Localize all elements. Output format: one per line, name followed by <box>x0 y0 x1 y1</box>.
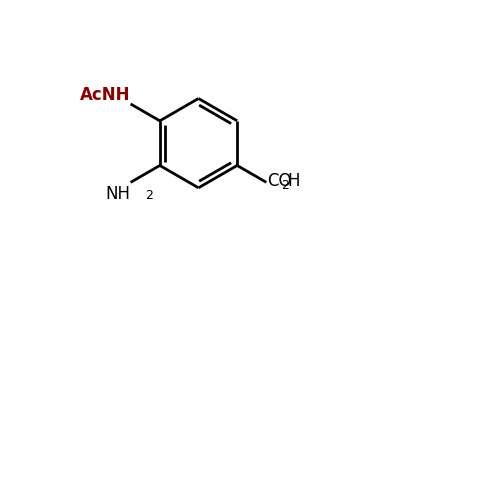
Text: 2: 2 <box>282 179 289 192</box>
Text: CO: CO <box>266 172 291 190</box>
Text: NH: NH <box>106 184 130 202</box>
Text: 2: 2 <box>145 188 153 202</box>
Text: AcNH: AcNH <box>80 86 130 104</box>
Text: H: H <box>288 172 300 190</box>
